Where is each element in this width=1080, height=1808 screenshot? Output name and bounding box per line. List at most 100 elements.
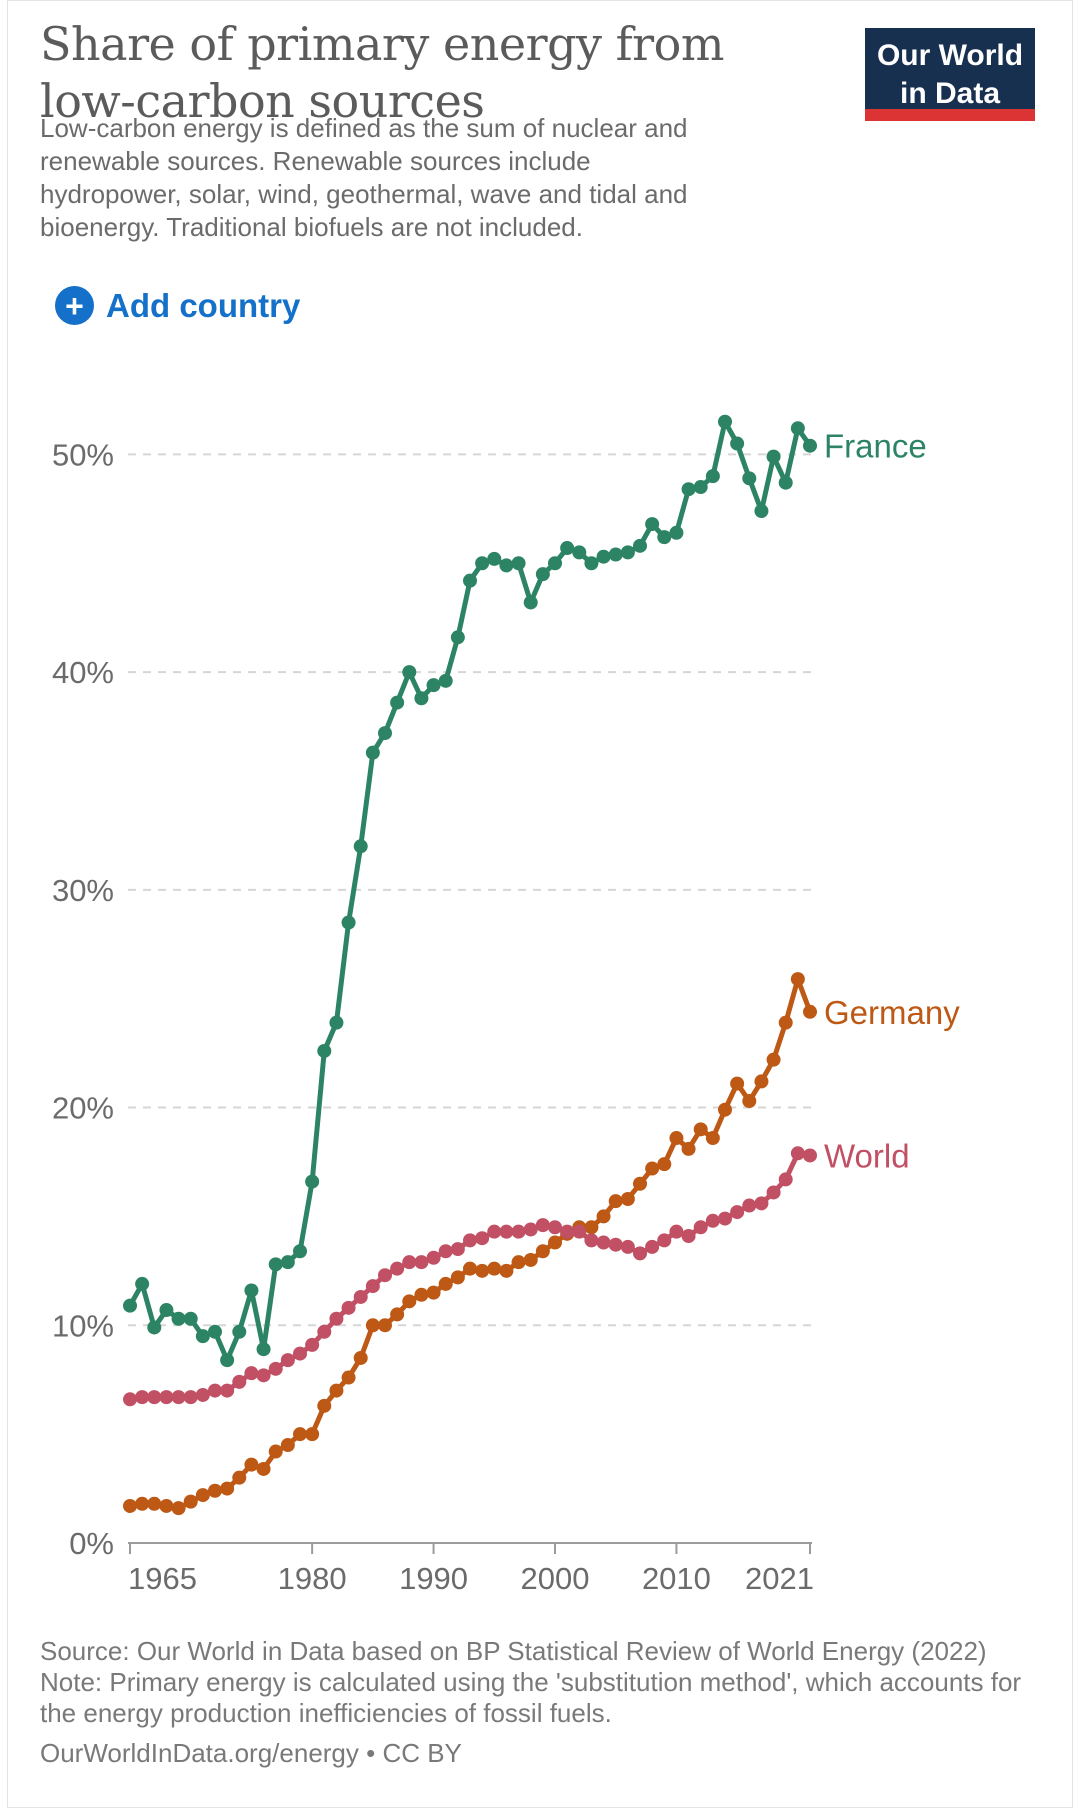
data-point-world-2005[interactable] <box>608 1237 623 1252</box>
data-point-germany-1982[interactable] <box>329 1383 344 1398</box>
data-point-france-1978[interactable] <box>280 1255 295 1270</box>
data-point-world-1985[interactable] <box>365 1279 380 1294</box>
data-point-france-1985[interactable] <box>365 745 380 760</box>
data-point-world-2001[interactable] <box>560 1224 575 1239</box>
data-point-france-1995[interactable] <box>487 551 502 566</box>
data-point-france-2015[interactable] <box>730 436 745 451</box>
data-point-france-1993[interactable] <box>463 573 477 588</box>
data-point-germany-1970[interactable] <box>183 1494 198 1509</box>
series-france[interactable]: France <box>123 414 927 1368</box>
data-point-world-2006[interactable] <box>620 1239 635 1254</box>
data-point-world-1973[interactable] <box>220 1383 235 1398</box>
data-point-germany-1969[interactable] <box>171 1501 186 1516</box>
data-point-germany-1984[interactable] <box>353 1350 368 1365</box>
data-point-world-2018[interactable] <box>766 1185 781 1200</box>
data-point-germany-2018[interactable] <box>766 1052 781 1067</box>
data-point-france-2008[interactable] <box>645 517 660 532</box>
data-point-germany-2010[interactable] <box>669 1131 684 1146</box>
data-point-germany-2015[interactable] <box>730 1076 745 1091</box>
data-point-germany-1985[interactable] <box>365 1318 380 1333</box>
data-point-world-1996[interactable] <box>499 1224 514 1239</box>
data-point-world-2014[interactable] <box>718 1211 732 1226</box>
data-point-germany-1993[interactable] <box>463 1261 477 1276</box>
data-point-world-1997[interactable] <box>511 1224 526 1239</box>
data-point-france-1973[interactable] <box>220 1353 235 1368</box>
data-point-world-2002[interactable] <box>572 1224 587 1239</box>
data-point-france-1977[interactable] <box>268 1257 283 1272</box>
data-point-world-1974[interactable] <box>232 1374 247 1389</box>
data-point-germany-1979[interactable] <box>293 1427 307 1442</box>
data-point-france-1984[interactable] <box>353 839 368 854</box>
data-point-germany-1988[interactable] <box>402 1294 417 1309</box>
data-point-france-1970[interactable] <box>183 1311 198 1326</box>
data-point-germany-2014[interactable] <box>718 1102 732 1117</box>
data-point-world-1988[interactable] <box>402 1255 417 1270</box>
data-point-france-1997[interactable] <box>511 556 526 571</box>
data-point-world-1991[interactable] <box>438 1244 453 1259</box>
data-point-germany-1977[interactable] <box>268 1444 283 1459</box>
data-point-germany-1986[interactable] <box>378 1318 392 1333</box>
data-point-world-1965[interactable] <box>123 1392 137 1407</box>
data-point-germany-1995[interactable] <box>487 1261 502 1276</box>
data-point-world-2013[interactable] <box>705 1213 720 1228</box>
data-point-world-2007[interactable] <box>633 1246 647 1261</box>
data-point-france-2003[interactable] <box>584 556 599 571</box>
data-point-world-1990[interactable] <box>426 1250 441 1265</box>
data-point-germany-1987[interactable] <box>390 1307 405 1322</box>
data-point-germany-1992[interactable] <box>450 1270 465 1285</box>
data-point-world-1980[interactable] <box>305 1337 320 1352</box>
data-point-germany-2019[interactable] <box>778 1015 793 1030</box>
data-point-world-1992[interactable] <box>450 1242 465 1257</box>
data-point-world-1972[interactable] <box>208 1383 222 1398</box>
data-point-germany-1994[interactable] <box>475 1263 490 1278</box>
data-point-france-2000[interactable] <box>548 556 562 571</box>
data-point-france-1990[interactable] <box>426 678 441 693</box>
data-point-germany-1991[interactable] <box>438 1276 453 1291</box>
data-point-germany-1990[interactable] <box>426 1285 441 1300</box>
data-point-germany-2005[interactable] <box>608 1194 623 1209</box>
data-point-france-1967[interactable] <box>147 1320 162 1335</box>
data-point-france-2019[interactable] <box>778 475 793 490</box>
data-point-germany-1997[interactable] <box>511 1255 526 1270</box>
data-point-france-1991[interactable] <box>438 673 453 688</box>
data-point-world-1979[interactable] <box>293 1346 307 1361</box>
data-point-world-1970[interactable] <box>183 1390 198 1405</box>
data-point-france-1983[interactable] <box>341 915 356 930</box>
data-point-germany-2008[interactable] <box>645 1161 660 1176</box>
data-point-france-2006[interactable] <box>620 545 635 560</box>
data-point-world-1971[interactable] <box>195 1387 210 1402</box>
data-point-world-2000[interactable] <box>548 1220 562 1235</box>
data-point-france-2004[interactable] <box>596 549 611 564</box>
data-point-france-2010[interactable] <box>669 525 684 540</box>
data-point-france-2020[interactable] <box>790 421 805 436</box>
data-point-germany-1999[interactable] <box>535 1244 550 1259</box>
data-point-france-2013[interactable] <box>705 469 720 484</box>
owid-logo[interactable]: Our World in Data <box>865 28 1035 121</box>
data-point-germany-2020[interactable] <box>790 972 805 987</box>
data-point-world-1989[interactable] <box>414 1255 429 1270</box>
add-country-button[interactable]: + Add country <box>55 286 300 325</box>
data-point-world-2021[interactable] <box>803 1148 817 1163</box>
data-point-world-1968[interactable] <box>159 1390 174 1405</box>
data-point-germany-2016[interactable] <box>742 1094 757 1109</box>
data-point-germany-2004[interactable] <box>596 1209 611 1224</box>
data-point-world-1999[interactable] <box>535 1218 550 1233</box>
data-point-germany-1973[interactable] <box>220 1481 235 1496</box>
data-point-world-2004[interactable] <box>596 1235 611 1250</box>
data-point-france-1996[interactable] <box>499 558 514 573</box>
data-point-germany-1981[interactable] <box>317 1398 332 1413</box>
data-point-france-1975[interactable] <box>244 1283 259 1298</box>
data-point-germany-1975[interactable] <box>244 1457 259 1472</box>
data-point-germany-1965[interactable] <box>123 1498 137 1513</box>
data-point-france-1974[interactable] <box>232 1324 247 1339</box>
data-point-germany-1974[interactable] <box>232 1470 247 1485</box>
data-point-france-2011[interactable] <box>681 482 696 497</box>
data-point-france-1979[interactable] <box>293 1244 307 1259</box>
data-point-germany-2006[interactable] <box>620 1192 635 1207</box>
data-point-france-1982[interactable] <box>329 1015 344 1030</box>
data-point-germany-1967[interactable] <box>147 1496 162 1511</box>
data-point-world-1966[interactable] <box>135 1390 150 1405</box>
data-point-germany-2009[interactable] <box>657 1157 672 1172</box>
data-point-world-1977[interactable] <box>268 1361 283 1376</box>
data-point-france-1971[interactable] <box>195 1329 210 1344</box>
